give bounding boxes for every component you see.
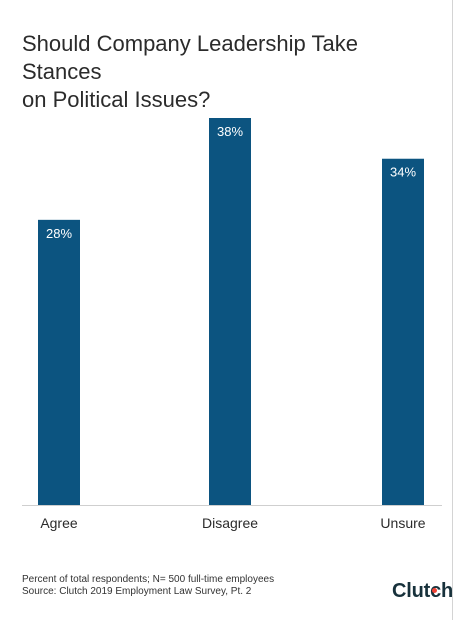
- clutch-logo: Clutch: [392, 580, 454, 602]
- category-label-agree: Agree: [40, 515, 78, 531]
- right-border: [452, 0, 460, 620]
- chart-title-line-1: Should Company Leadership Take Stances: [22, 31, 358, 84]
- footnote-line-1: Percent of total respondents; N= 500 ful…: [22, 574, 275, 585]
- chart-title: Should Company Leadership Take Stances o…: [22, 30, 442, 114]
- data-label-agree: 28%: [46, 226, 72, 241]
- category-label-disagree: Disagree: [202, 515, 258, 531]
- clutch-logo-dot: [432, 588, 437, 593]
- data-label-unsure: 34%: [390, 165, 416, 180]
- bar-disagree: [209, 118, 251, 505]
- footnote: Percent of total respondents; N= 500 ful…: [22, 574, 274, 598]
- bar-unsure: [382, 158, 424, 505]
- bar-agree: [38, 219, 80, 505]
- category-label-unsure: Unsure: [380, 515, 425, 531]
- data-label-disagree: 38%: [217, 124, 243, 139]
- bar-group: 28% Agree 38% Disagree 34% Unsure: [38, 118, 426, 531]
- footnote-line-2: Source: Clutch 2019 Employment Law Surve…: [22, 586, 252, 597]
- chart-title-line-2: on Political Issues?: [22, 87, 211, 112]
